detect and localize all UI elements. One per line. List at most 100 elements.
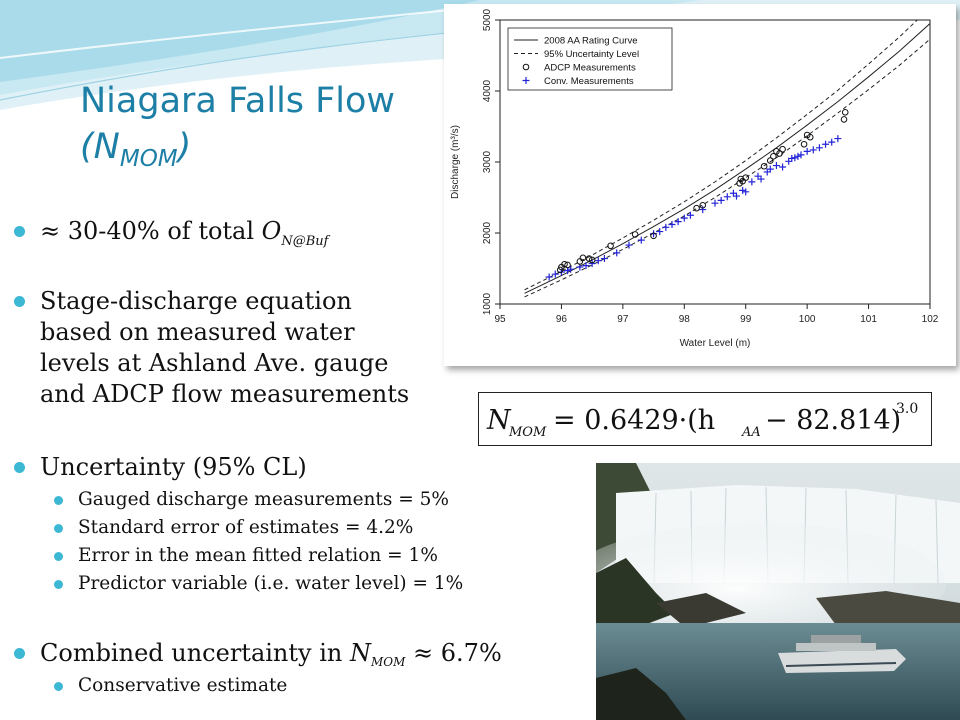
eq-lhs-subscript: MOM xyxy=(508,425,547,440)
y-axis-label: Discharge (m³/s) xyxy=(450,125,461,199)
uncertainty-upper-line xyxy=(524,20,918,291)
sub-bullet-item: Conservative estimate xyxy=(78,675,288,696)
adcp-measurement-point xyxy=(766,157,774,164)
title-sym-close: ) xyxy=(177,127,192,167)
conv-measurement-point xyxy=(834,135,842,143)
x-axis-label: Water Level (m) xyxy=(680,338,751,349)
conv-measurement-point xyxy=(686,211,694,219)
conv-measurement-point xyxy=(809,146,817,154)
bullet-stage-line-3: levels at Ashland Ave. gauge xyxy=(40,349,389,377)
tour-boat xyxy=(778,635,906,673)
conv-measurement-point xyxy=(551,270,559,278)
bullet-share-subscript: N@Buf xyxy=(281,234,329,249)
waterfall-photo xyxy=(596,463,960,720)
title-line-2: (NMOM) xyxy=(80,124,395,182)
x-tick-label: 102 xyxy=(922,314,939,325)
conv-measurement-point xyxy=(668,220,676,228)
adcp-measurement-point xyxy=(840,116,848,123)
adcp-measurement-point xyxy=(631,231,639,238)
combined-prefix: Combined uncertainty in xyxy=(40,639,350,667)
title-sym-subscript: MOM xyxy=(119,146,178,172)
bullet-stage-discharge: Stage-discharge equation based on measur… xyxy=(40,286,409,410)
y-tick-label: 3000 xyxy=(482,150,493,173)
sub-bullet-item: Standard error of estimates = 4.2% xyxy=(78,517,414,538)
x-tick-label: 95 xyxy=(494,314,506,325)
bullet-stage-line-4: and ADCP flow measurements xyxy=(40,380,410,408)
adcp-measurement-point xyxy=(693,204,700,212)
adcp-measurement-point xyxy=(564,261,571,269)
adcp-measurement-point xyxy=(699,202,707,209)
sub-bullet-dot xyxy=(54,552,63,561)
legend-label: 95% Uncertainty Level xyxy=(544,49,639,60)
x-tick-label: 98 xyxy=(679,314,691,325)
bullet-share-text: ≈ 30-40% of total xyxy=(40,217,262,245)
conv-measurement-point xyxy=(656,228,664,236)
legend-adcp-swatch xyxy=(522,63,530,71)
adcp-measurement-point xyxy=(779,145,786,153)
y-tick-label: 4000 xyxy=(482,79,493,102)
adcp-measurement-point xyxy=(561,260,568,268)
bullet-dot xyxy=(14,296,25,307)
bullet-dot xyxy=(14,226,25,237)
conv-measurement-point xyxy=(567,265,575,273)
sub-bullet-item: Predictor variable (i.e. water level) = … xyxy=(78,573,464,594)
conv-measurement-point xyxy=(779,163,787,171)
conv-measurement-point xyxy=(564,267,572,275)
combined-suffix: ≈ 6.7% xyxy=(405,639,502,667)
eq-rhs-part-2: − 82.814) xyxy=(765,405,901,436)
sub-bullet-item: Gauged discharge measurements = 5% xyxy=(78,489,449,510)
conv-measurement-point xyxy=(815,144,823,152)
conv-measurement-point xyxy=(680,214,688,222)
rating-equation-box: N MOM = 0.6429·(h AA − 82.814) 3.0 xyxy=(478,392,932,446)
rating-equation: N MOM = 0.6429·(h AA − 82.814) 3.0 xyxy=(486,401,918,440)
x-tick-label: 100 xyxy=(799,314,816,325)
adcp-measurement-point xyxy=(576,258,584,265)
conv-measurement-point xyxy=(766,165,774,173)
conv-measurement-point xyxy=(772,162,780,170)
combined-n: N xyxy=(349,639,371,667)
eq-rhs-subscript: AA xyxy=(741,425,761,440)
combined-subscript: MOM xyxy=(370,655,406,669)
conv-measurement-point xyxy=(699,206,707,214)
legend-conv-swatch xyxy=(522,77,530,84)
title-line-1: Niagara Falls Flow xyxy=(80,81,396,121)
title-sym-open: (N xyxy=(80,127,120,167)
conv-measurement-point xyxy=(545,273,553,281)
conv-measurement-point xyxy=(797,151,805,159)
discharge-chart: 95 96 97 98 99 100 101 102 1000 2000 3000 4000 5000 W… xyxy=(450,8,939,349)
adcp-measurement-point xyxy=(800,140,808,148)
legend-label: Conv. Measurements xyxy=(544,76,634,87)
slide-title: Niagara Falls Flow (NMOM) xyxy=(80,78,395,182)
rating-curve-line xyxy=(524,22,930,294)
sub-bullet-item: Error in the mean fitted relation = 1% xyxy=(78,545,438,566)
bullet-stage-line-2: based on measured water xyxy=(40,318,355,346)
conv-measurement-point xyxy=(794,152,802,160)
bullet-combined-uncertainty: Combined uncertainty in NMOM ≈ 6.7% xyxy=(40,638,502,678)
conv-measurement-point xyxy=(711,199,719,207)
y-tick-label: 2000 xyxy=(482,221,493,244)
adcp-measurement-point xyxy=(650,232,657,240)
sub-bullet-dot xyxy=(54,580,63,589)
conv-measurement-point xyxy=(662,223,670,231)
conv-measurement-point xyxy=(594,257,602,265)
conv-measurement-point xyxy=(723,193,731,201)
conv-measurement-point xyxy=(757,175,765,183)
conv-measurement-point xyxy=(613,249,621,257)
adcp-measurement-point xyxy=(742,174,750,181)
eq-rhs-part-1: = 0.6429·(h xyxy=(553,405,715,436)
bullet-uncertainty: Uncertainty (95% CL) xyxy=(40,453,307,481)
x-tick-label: 97 xyxy=(617,314,629,325)
conv-measurement-point xyxy=(717,196,725,204)
legend-label: ADCP Measurements xyxy=(544,63,636,74)
adcp-measurement-point xyxy=(607,242,614,250)
adcp-measurement-point xyxy=(841,109,849,116)
conv-measurement-point xyxy=(822,140,830,148)
bullet-share-o: O xyxy=(261,217,282,245)
conv-measurement-point xyxy=(582,262,590,270)
conv-measurement-point xyxy=(748,178,756,186)
adcp-measurement-point xyxy=(760,162,768,170)
bullet-dot xyxy=(14,648,25,659)
eq-exponent: 3.0 xyxy=(896,401,918,417)
conv-measurement-point xyxy=(600,255,608,263)
sub-bullet-dot xyxy=(54,496,63,505)
